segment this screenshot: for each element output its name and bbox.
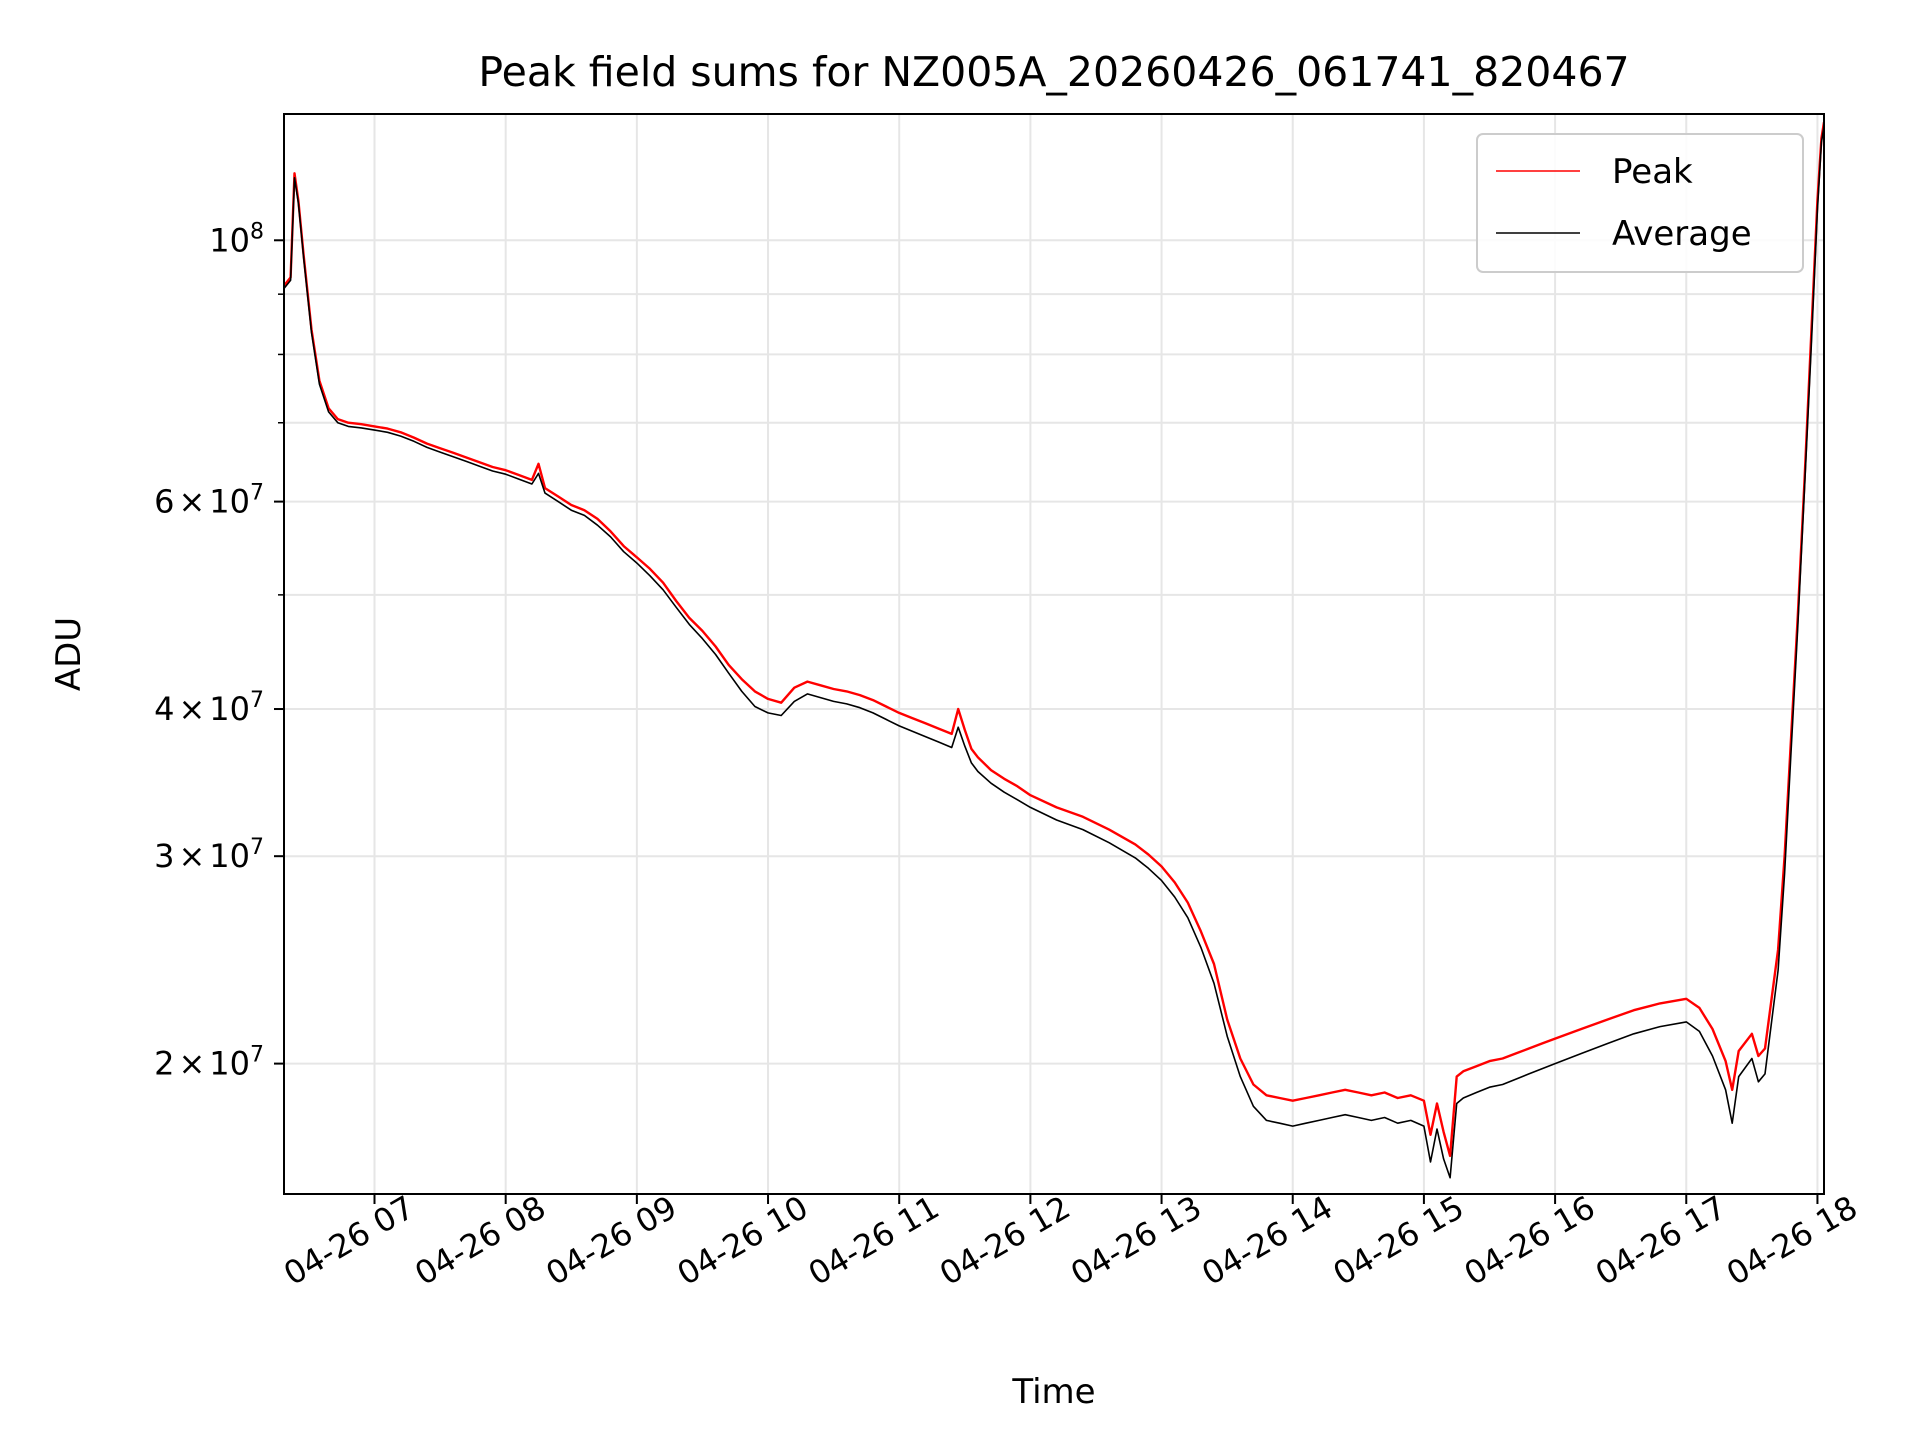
legend-label-peak: Peak bbox=[1612, 152, 1693, 192]
x-axis-label: Time bbox=[1011, 1372, 1095, 1412]
y-tick-mantissa: 6 bbox=[154, 483, 174, 521]
y-axis-label: ADU bbox=[49, 617, 89, 691]
legend-label-average: Average bbox=[1612, 214, 1752, 254]
plot-lines bbox=[284, 121, 1824, 1179]
y-tick-mantissa: 2 bbox=[154, 1045, 174, 1083]
y-tick-exponent: 8 bbox=[250, 219, 264, 244]
grid bbox=[284, 114, 1824, 1194]
axes-frame bbox=[283, 113, 1825, 1195]
y-tick-label: 3 × 107 bbox=[154, 835, 264, 875]
y-tick-label: 2 × 107 bbox=[154, 1043, 264, 1083]
y-tick-exponent: 7 bbox=[250, 688, 264, 713]
y-tick-label: 108 bbox=[209, 219, 264, 259]
legend-box bbox=[1476, 133, 1804, 273]
y-tick-exponent: 7 bbox=[250, 835, 264, 860]
y-tick-label: 6 × 107 bbox=[154, 481, 264, 521]
y-tick-mantissa: 3 bbox=[154, 837, 174, 875]
y-tick-mantissa: 4 bbox=[154, 690, 174, 728]
y-tick-exponent: 7 bbox=[250, 481, 264, 506]
series-line-average bbox=[284, 125, 1824, 1179]
y-tick-label: 4 × 107 bbox=[154, 688, 264, 728]
chart-title: Peak field sums for NZ005A_20260426_0617… bbox=[478, 48, 1629, 96]
legend: Peak Average bbox=[1476, 133, 1804, 273]
y-tick-exponent: 7 bbox=[250, 1043, 264, 1068]
series-line-peak bbox=[284, 121, 1824, 1158]
